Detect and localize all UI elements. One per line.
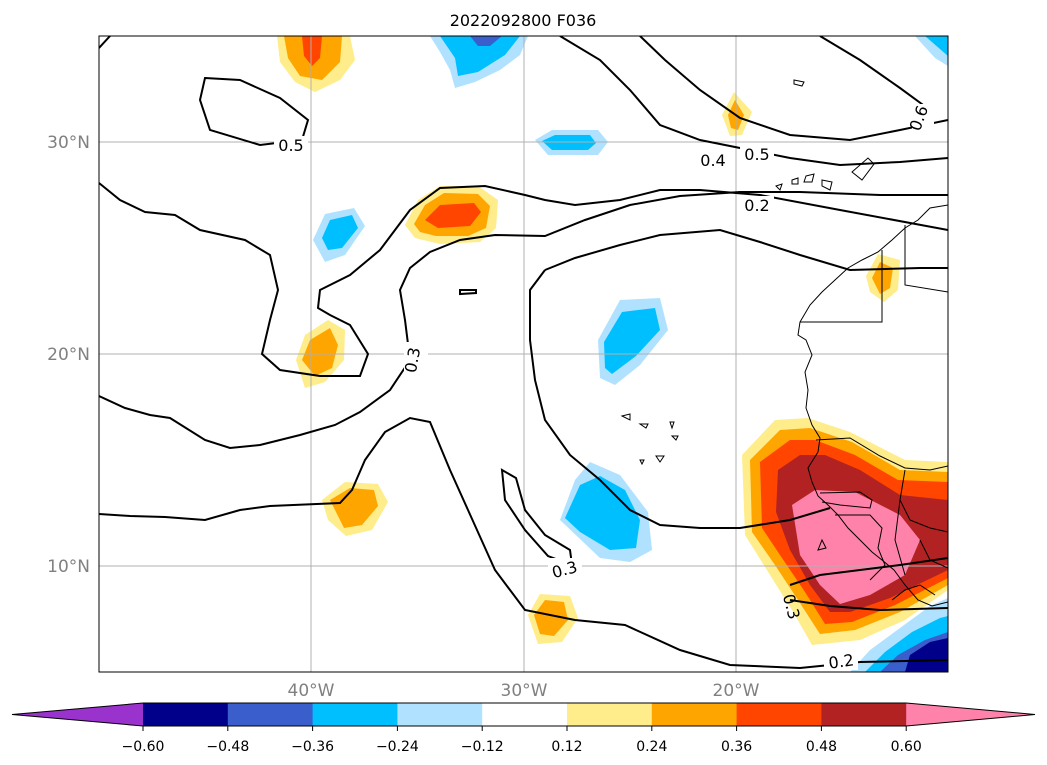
border-line [894, 469, 906, 576]
map-panel: 0.5 0.4 0.5 0.6 0.2 0.3 0.3 0.3 0.2 [98, 35, 949, 673]
colorbar-segment [227, 703, 314, 726]
coastlines [620, 79, 948, 607]
colorbar-extend-high [906, 703, 1035, 726]
positive-patch [425, 203, 481, 228]
negative-patch [565, 476, 640, 550]
contour-line [99, 36, 111, 49]
colorbar-segment [482, 703, 568, 726]
negative-patch [470, 36, 502, 46]
contour-label-group: 0.5 0.4 0.5 0.6 0.2 0.3 0.3 0.3 0.2 [274, 103, 934, 673]
island [620, 413, 631, 421]
island [775, 183, 783, 191]
island [669, 421, 675, 430]
colorbar-tick-label: 0.48 [806, 739, 837, 755]
map-frame [98, 35, 949, 673]
longitude-labels: 40°W 30°W 20°W [288, 681, 760, 701]
border-line [817, 538, 827, 551]
contour-line [639, 36, 948, 142]
contour-label: 0.2 [744, 196, 769, 215]
contour-line [459, 289, 477, 296]
contour-line [500, 468, 574, 567]
colorbar-tick-label: −0.60 [122, 739, 165, 755]
negative-patch [440, 36, 520, 76]
positive-patch [534, 600, 568, 636]
border-line [891, 584, 936, 601]
border-line [800, 250, 883, 323]
contour-line [99, 191, 948, 450]
border-line [899, 499, 948, 533]
contour-line [819, 36, 931, 111]
contour-line [789, 599, 948, 612]
colorbar-tick-label: 0.36 [721, 739, 752, 755]
negative-patch [604, 308, 660, 374]
border-line [904, 225, 948, 293]
lat-label: 10°N [47, 557, 90, 577]
lon-label: 30°W [501, 681, 548, 701]
contour-label: 0.5 [278, 136, 303, 155]
colorbar-tick-label: 0.24 [636, 739, 667, 755]
colorbar-ticks: −0.60 −0.48 −0.36 −0.24 −0.12 0.12 0.24 0.36 0.4… [122, 726, 922, 755]
contour-line [99, 182, 948, 377]
island [803, 173, 815, 183]
colorbar-tick-label: −0.24 [376, 739, 419, 755]
colorbar-segment [651, 703, 738, 726]
contour-label: 0.5 [744, 145, 769, 164]
negative-patch [322, 215, 358, 250]
positive-patch [302, 36, 322, 66]
colorbar-tick-label: −0.48 [206, 739, 249, 755]
africa-coastline [797, 204, 948, 607]
island [670, 435, 679, 441]
island [639, 459, 645, 466]
negative-patch [905, 638, 948, 672]
contour-line [99, 416, 948, 670]
colorbar-tick-label: −0.12 [461, 739, 504, 755]
lon-label: 20°W [713, 681, 760, 701]
border-line [819, 491, 873, 509]
lat-label: 30°N [47, 133, 90, 153]
contour-label: 0.3 [401, 346, 424, 374]
colorbar-segment [312, 703, 398, 726]
contour-label: 0.4 [700, 151, 725, 170]
island [638, 423, 649, 429]
colorbar-segment [397, 703, 483, 726]
colorbar-tick-label: 0.60 [891, 739, 922, 755]
colorbar-extend-low [12, 703, 143, 726]
contour-line [544, 228, 948, 272]
island [821, 179, 833, 191]
colorbar: −0.60 −0.48 −0.36 −0.24 −0.12 0.12 0.24 0.36 0.4… [11, 702, 1036, 755]
contour-line [559, 36, 948, 167]
island [793, 79, 805, 87]
colorbar-tick-label: −0.36 [291, 739, 334, 755]
contour-line [529, 269, 831, 529]
lat-label: 20°N [47, 345, 90, 365]
gridlines [99, 36, 948, 672]
contour-label: 0.2 [827, 650, 855, 672]
contour-line [789, 557, 948, 586]
plot-title: 2022092800 F036 [450, 11, 597, 30]
colorbar-segment [821, 703, 907, 726]
latitude-labels: 30°N 20°N 10°N [47, 133, 90, 577]
lon-label: 40°W [288, 681, 335, 701]
colorbar-tick-label: 0.12 [551, 739, 582, 755]
colorbar-segment [736, 703, 822, 726]
colorbar-segments [11, 702, 1036, 727]
border-line [815, 437, 948, 471]
colorbar-segment [143, 703, 229, 726]
island [791, 177, 799, 185]
colorbar-segment [567, 703, 653, 726]
island [655, 455, 665, 463]
contour-lines [99, 36, 948, 670]
positive-patch [330, 488, 378, 528]
negative-patch [925, 36, 948, 56]
